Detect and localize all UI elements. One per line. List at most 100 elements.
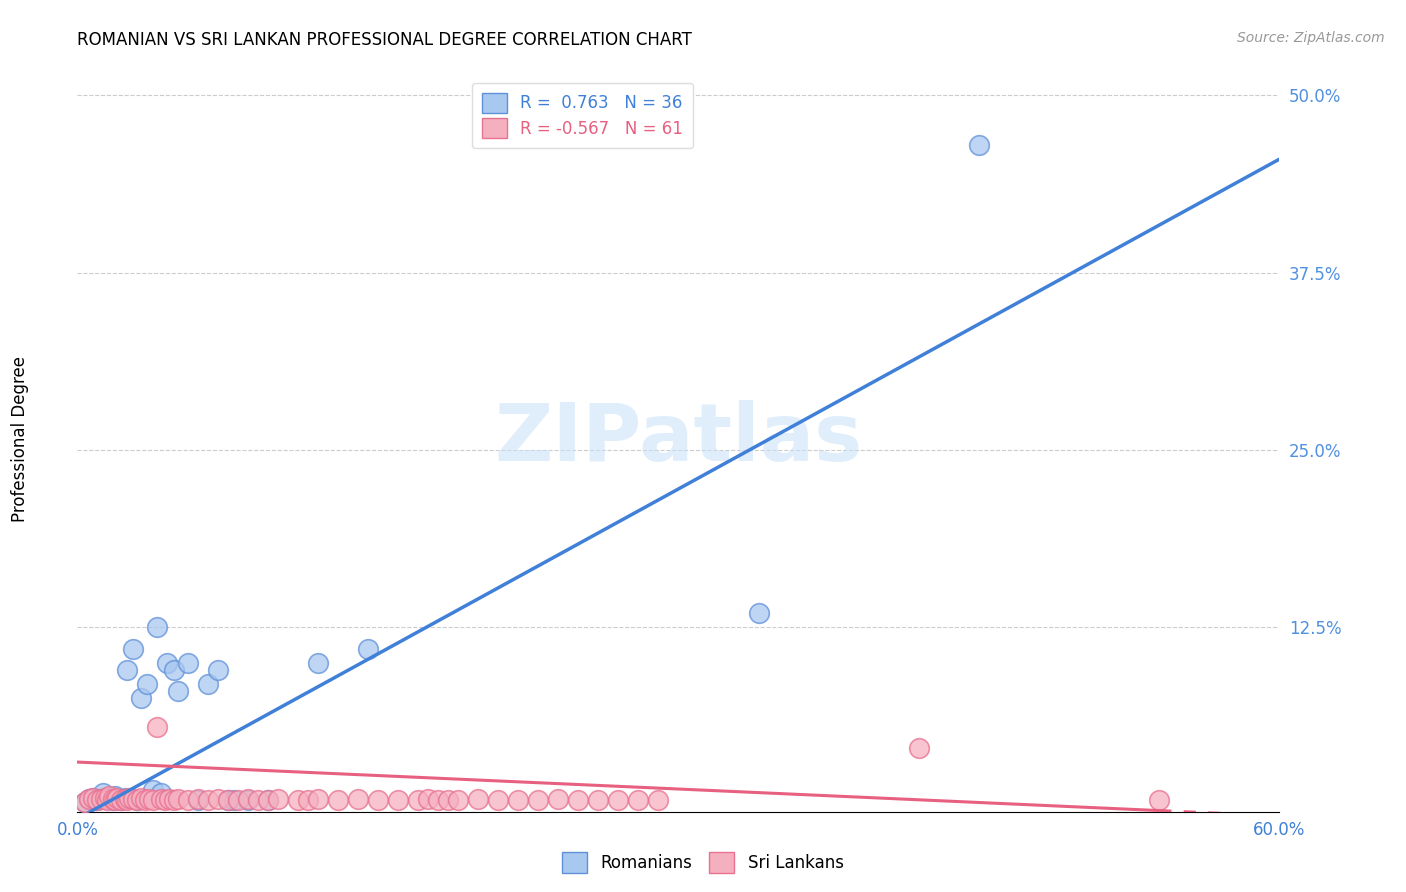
Point [967,137,990,152]
Point [82,790,104,805]
Point [107,792,129,806]
Point [197,677,219,691]
Point [117,793,139,807]
Point [90,792,112,806]
Point [197,793,219,807]
Point [79,792,101,806]
Point [127,793,149,807]
Text: Source: ZipAtlas.com: Source: ZipAtlas.com [1237,31,1385,45]
Text: ROMANIAN VS SRI LANKAN PROFESSIONAL DEGREE CORRELATION CHART: ROMANIAN VS SRI LANKAN PROFESSIONAL DEGR… [77,31,692,49]
Point [94,790,117,805]
Point [527,793,550,807]
Point [187,792,209,806]
Point [647,793,669,807]
Point [256,793,278,807]
Point [79,792,101,806]
Point [387,793,409,807]
Point [176,656,198,670]
Point [134,793,156,807]
Point [547,792,569,806]
Point [136,677,159,691]
Point [508,793,530,807]
Legend: R =  0.763   N = 36, R = -0.567   N = 61: R = 0.763 N = 36, R = -0.567 N = 61 [471,83,693,148]
Point [447,793,470,807]
Point [131,691,153,706]
Point [103,792,125,806]
Point [326,793,349,807]
Point [367,793,389,807]
Point [75,795,97,809]
Legend: Romanians, Sri Lankans: Romanians, Sri Lankans [555,846,851,880]
Point [96,793,118,807]
Point [207,663,229,677]
Point [104,793,127,807]
Point [122,792,145,806]
Point [207,792,229,806]
Point [75,795,97,809]
Point [246,793,269,807]
Point [82,790,104,805]
Point [127,793,149,807]
Point [588,793,610,807]
Point [166,684,188,698]
Point [307,792,329,806]
Point [267,792,290,806]
Point [98,789,121,804]
Point [150,786,173,800]
Point [146,720,169,734]
Point [236,792,259,806]
Point [103,793,125,807]
Point [142,793,165,807]
Point [156,656,179,670]
Point [357,641,380,656]
Point [486,793,509,807]
Point [96,792,118,806]
Point [107,790,129,805]
Point [222,793,245,807]
Point [287,793,309,807]
Point [437,793,460,807]
Point [176,793,198,807]
Point [908,740,931,755]
Point [162,663,184,677]
Point [114,792,136,806]
Point [110,793,132,807]
Point [347,792,370,806]
Point [131,790,153,805]
Point [98,790,121,805]
Point [162,793,184,807]
Point [117,663,139,677]
Point [236,793,259,807]
Text: Professional Degree: Professional Degree [11,356,28,523]
Point [748,606,770,620]
Point [226,793,249,807]
Point [110,793,132,807]
Point [122,641,145,656]
Point [104,789,127,804]
Point [1149,793,1171,807]
Point [187,793,209,807]
Point [86,793,108,807]
Point [142,783,165,797]
Point [406,793,429,807]
Point [416,792,439,806]
Point [150,792,173,806]
Point [138,792,160,806]
Point [567,793,589,807]
Point [297,793,319,807]
Point [114,790,136,805]
Point [307,656,329,670]
Point [607,793,630,807]
Point [159,792,181,806]
Point [86,793,108,807]
Point [90,792,112,806]
Point [627,793,650,807]
Point [118,790,141,805]
Point [217,793,239,807]
Point [427,793,450,807]
Point [467,792,489,806]
Point [146,620,169,634]
Text: ZIPatlas: ZIPatlas [495,401,862,478]
Point [166,792,188,806]
Point [217,793,239,807]
